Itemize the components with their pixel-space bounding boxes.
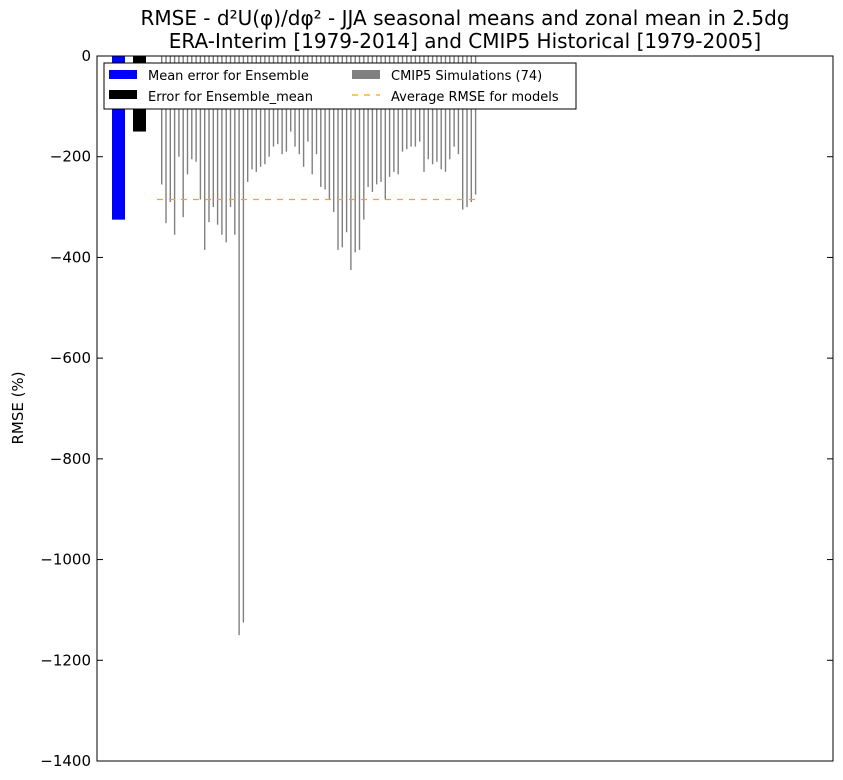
y-axis: 0 −200 −400 −600 −800 −1000 −1200 −1400 [40, 47, 833, 770]
y-tick-label: −1000 [40, 551, 91, 569]
legend-swatch-ensemble-mean [109, 90, 137, 99]
y-tick-label: −600 [50, 349, 91, 367]
model-bar [470, 56, 472, 203]
legend-swatch-cmip5 [352, 70, 380, 79]
model-bar [238, 56, 240, 636]
model-bar [186, 56, 189, 175]
model-bar [397, 56, 399, 175]
model-bar [371, 56, 374, 192]
y-tick-label: −1200 [40, 651, 91, 669]
chart-subtitle: ERA-Interim [1979-2014] and CMIP5 Histor… [169, 29, 761, 53]
plot-bars [112, 56, 477, 636]
model-bar [251, 56, 253, 170]
model-bar [182, 56, 184, 218]
legend: Mean error for Ensemble Error for Ensemb… [103, 62, 577, 110]
legend-swatch-ensemble [109, 70, 137, 79]
model-bar [204, 56, 206, 250]
legend-label-average: Average RMSE for models [391, 90, 559, 105]
model-bar [380, 56, 382, 182]
y-tick-label: −1400 [40, 752, 91, 770]
model-bar [384, 56, 386, 200]
model-bar [388, 56, 391, 177]
model-bar [354, 56, 356, 253]
y-axis-label: RMSE (%) [9, 371, 27, 444]
model-bar [393, 56, 395, 172]
model-bar [255, 56, 257, 172]
y-tick-label: 0 [81, 47, 91, 65]
legend-label-ensemble: Mean error for Ensemble [148, 69, 309, 84]
model-bar [358, 56, 361, 250]
model-bar [440, 56, 442, 170]
model-bar [333, 56, 335, 213]
y-tick-label: −800 [50, 450, 91, 468]
y-tick-label: −400 [50, 248, 91, 266]
model-bar [225, 56, 227, 243]
model-bar [173, 56, 176, 235]
model-bar [444, 56, 447, 172]
model-bar [169, 56, 171, 203]
model-bar [431, 56, 434, 165]
model-bar [247, 56, 249, 182]
model-bar [161, 56, 163, 185]
model-bar [199, 56, 202, 200]
model-bar [367, 56, 369, 187]
model-bar [363, 56, 365, 220]
model-bar [423, 56, 425, 172]
chart-title: RMSE - d²U(φ)/dφ² - JJA seasonal means a… [140, 6, 789, 30]
model-bar [328, 56, 331, 200]
model-bar [474, 56, 477, 195]
model-bar [466, 56, 468, 208]
model-bar [350, 56, 352, 271]
y-tick-label: −200 [50, 148, 91, 166]
model-bar [345, 56, 348, 233]
model-bar [337, 56, 339, 250]
model-bar [208, 56, 210, 223]
model-bar [341, 56, 343, 248]
model-bar [302, 56, 305, 167]
model-bar [462, 56, 464, 210]
model-bar [320, 56, 322, 187]
model-bar [264, 56, 266, 165]
plot-frame [96, 55, 834, 762]
model-bar [221, 56, 223, 235]
model-bar [216, 56, 219, 225]
model-bar [259, 56, 262, 167]
model-bar [376, 56, 378, 185]
model-bar [311, 56, 313, 175]
model-bar [242, 56, 245, 623]
model-bar [324, 56, 326, 190]
model-bar [212, 56, 214, 208]
legend-label-cmip5: CMIP5 Simulations (74) [391, 69, 542, 84]
legend-box [103, 62, 577, 110]
model-bar [165, 56, 167, 224]
model-bar [234, 56, 236, 235]
model-bar [229, 56, 232, 208]
legend-label-ensemble-mean: Error for Ensemble_mean [148, 90, 313, 105]
